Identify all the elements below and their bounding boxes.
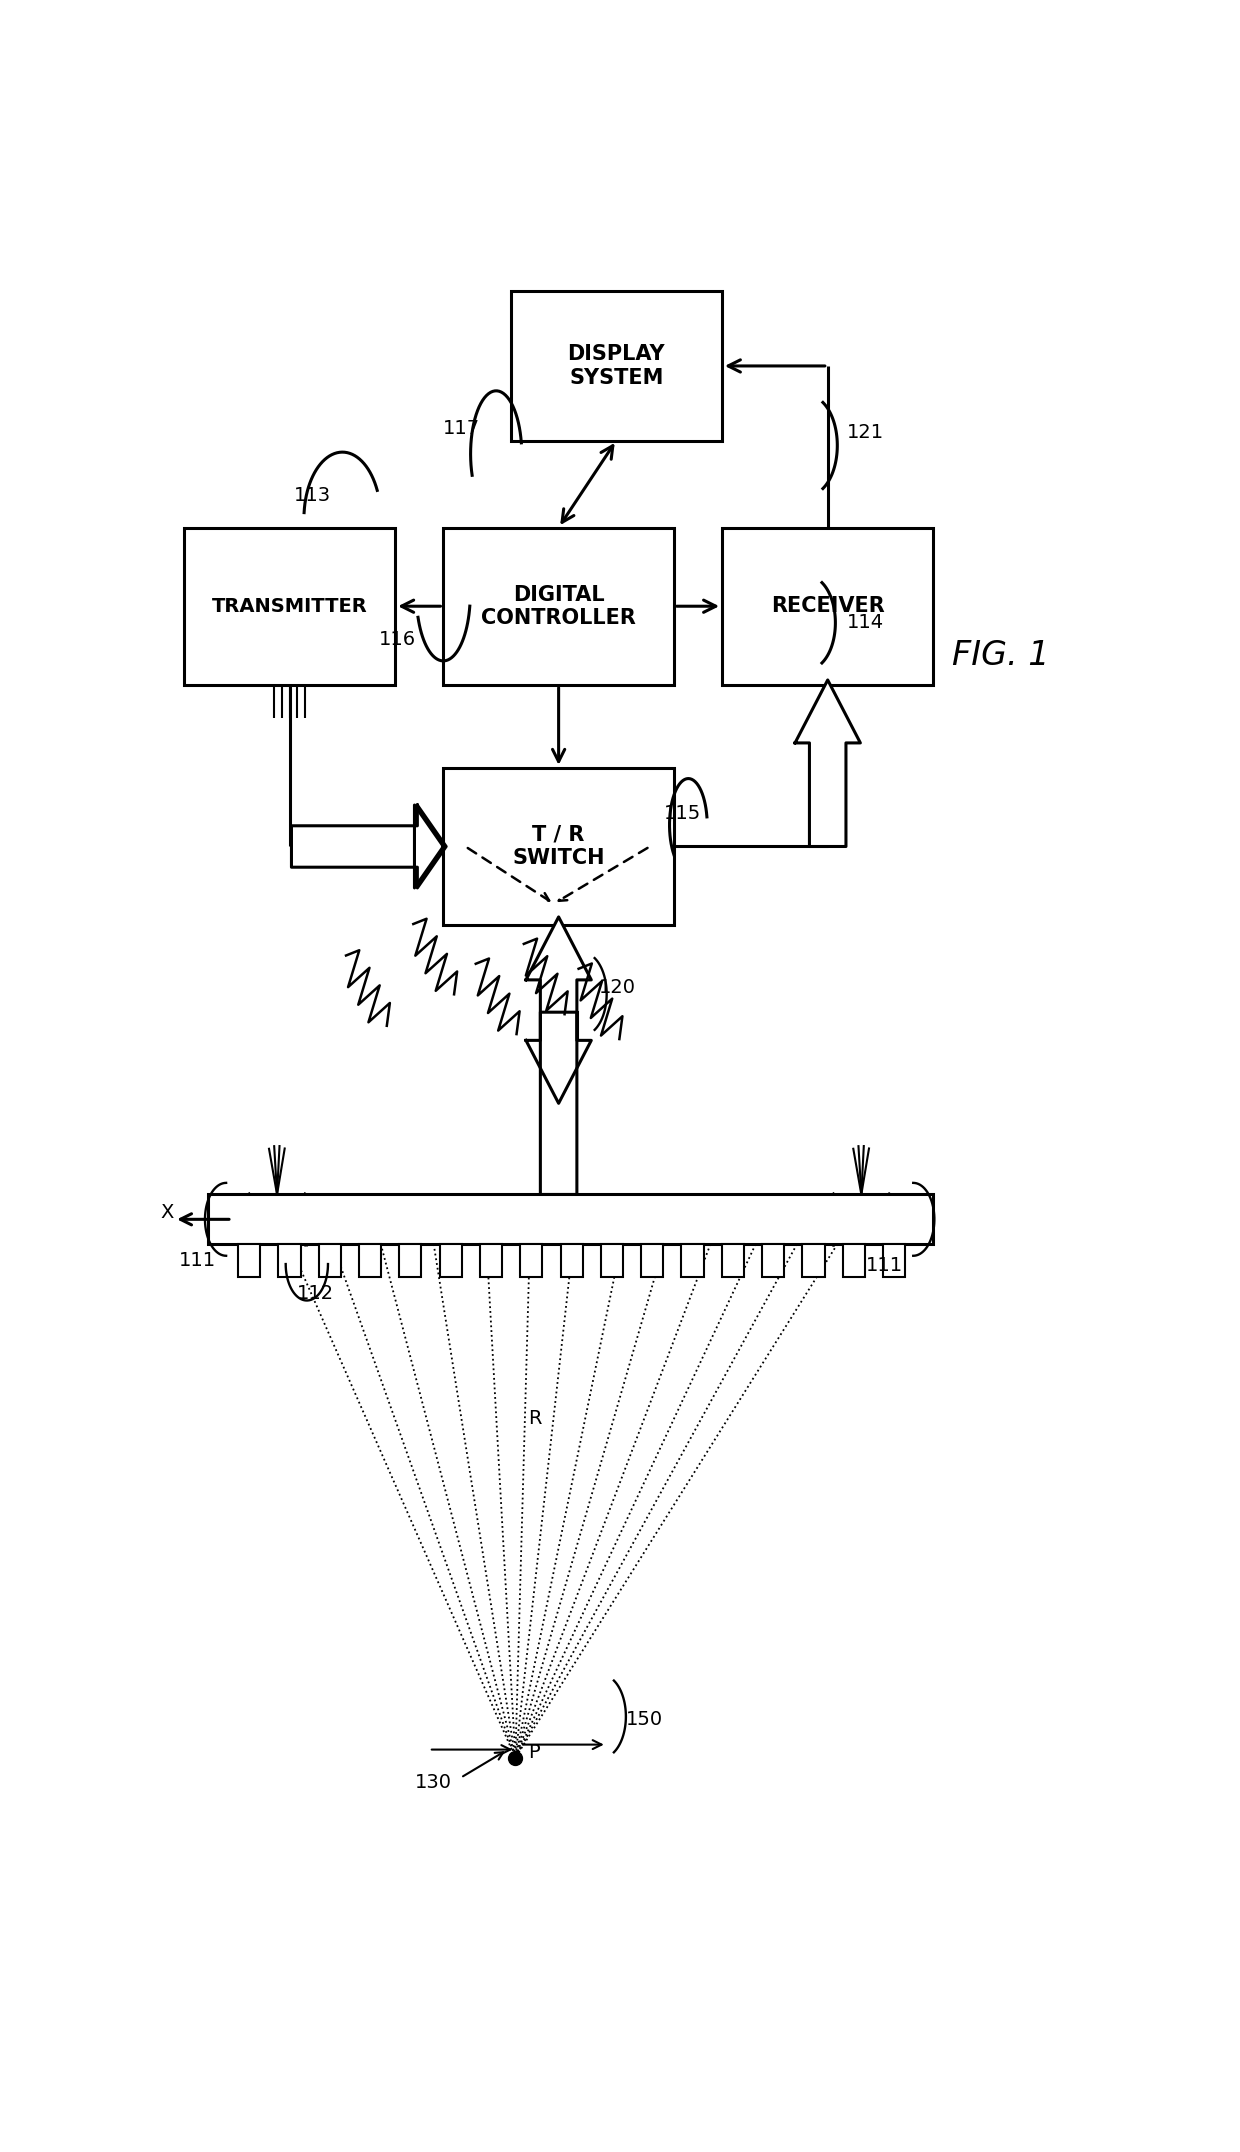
Bar bbox=[399, 1244, 422, 1278]
Bar bbox=[641, 1244, 663, 1278]
Bar bbox=[763, 1244, 784, 1278]
Polygon shape bbox=[526, 1011, 591, 1104]
Bar bbox=[440, 1244, 461, 1278]
Bar bbox=[682, 1244, 703, 1278]
Text: 130: 130 bbox=[414, 1773, 451, 1793]
Bar bbox=[238, 1244, 260, 1278]
Text: 113: 113 bbox=[294, 486, 331, 506]
Text: P: P bbox=[528, 1743, 539, 1762]
Bar bbox=[360, 1244, 381, 1278]
Text: T / R
SWITCH: T / R SWITCH bbox=[512, 824, 605, 867]
Bar bbox=[560, 1244, 583, 1278]
Text: TRANSMITTER: TRANSMITTER bbox=[212, 596, 367, 615]
Text: DISPLAY
SYSTEM: DISPLAY SYSTEM bbox=[568, 344, 665, 387]
Text: 121: 121 bbox=[847, 422, 884, 441]
Bar bbox=[444, 768, 675, 925]
Text: X: X bbox=[161, 1203, 174, 1222]
Polygon shape bbox=[795, 680, 861, 846]
Bar bbox=[208, 1194, 934, 1244]
Text: 114: 114 bbox=[847, 613, 884, 633]
Text: 116: 116 bbox=[379, 631, 417, 650]
Bar bbox=[279, 1244, 300, 1278]
Bar bbox=[521, 1244, 542, 1278]
Bar bbox=[883, 1244, 905, 1278]
Bar bbox=[541, 1011, 577, 1039]
Bar bbox=[444, 527, 675, 684]
Bar bbox=[722, 527, 934, 684]
Bar bbox=[843, 1244, 864, 1278]
Bar bbox=[511, 291, 722, 441]
Polygon shape bbox=[291, 805, 446, 889]
Text: 111: 111 bbox=[179, 1250, 216, 1270]
Text: 150: 150 bbox=[626, 1711, 663, 1730]
Bar bbox=[601, 1244, 622, 1278]
Polygon shape bbox=[414, 805, 444, 889]
Text: RECEIVER: RECEIVER bbox=[771, 596, 884, 615]
Text: 117: 117 bbox=[444, 420, 480, 439]
Bar bbox=[802, 1244, 825, 1278]
Bar bbox=[722, 1244, 744, 1278]
Text: DIGITAL
CONTROLLER: DIGITAL CONTROLLER bbox=[481, 585, 636, 628]
Polygon shape bbox=[526, 917, 591, 1194]
Bar bbox=[184, 527, 396, 684]
Text: 111: 111 bbox=[866, 1257, 903, 1276]
Bar bbox=[480, 1244, 502, 1278]
Text: 120: 120 bbox=[599, 977, 636, 996]
Text: 115: 115 bbox=[665, 805, 702, 822]
Text: 112: 112 bbox=[298, 1285, 335, 1304]
Text: R: R bbox=[528, 1410, 542, 1427]
Bar bbox=[319, 1244, 341, 1278]
Text: FIG. 1: FIG. 1 bbox=[952, 639, 1049, 671]
